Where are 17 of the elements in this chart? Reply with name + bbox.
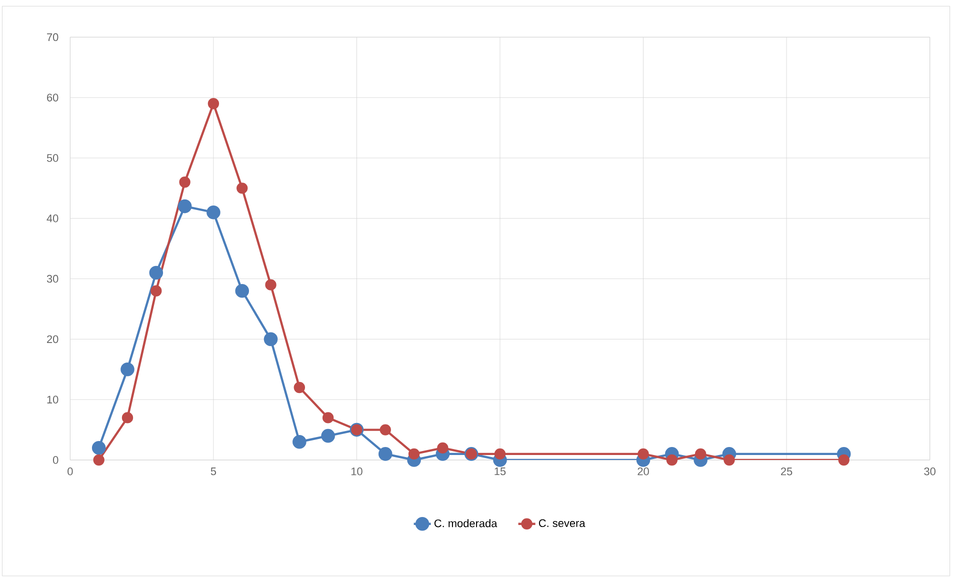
legend-label: C. moderada bbox=[434, 519, 498, 528]
y-tick-label: 40 bbox=[46, 214, 58, 222]
x-tick-label: 10 bbox=[351, 467, 362, 476]
y-tick-label: 60 bbox=[47, 94, 58, 102]
legend-label: C. severa bbox=[538, 519, 586, 527]
x-tick-label: 20 bbox=[638, 467, 649, 476]
x-tick-label: 25 bbox=[781, 467, 792, 476]
y-tick-label: 0 bbox=[52, 456, 58, 464]
x-tick-label: 15 bbox=[494, 467, 506, 476]
x-tick-label: 0 bbox=[68, 467, 73, 476]
y-tick-label: 30 bbox=[46, 274, 58, 283]
y-tick-label: 20 bbox=[47, 335, 58, 344]
x-tick-label: 30 bbox=[924, 467, 936, 476]
y-tick-label: 50 bbox=[46, 154, 58, 162]
y-tick-label: 70 bbox=[47, 33, 58, 41]
y-tick-label: 10 bbox=[47, 396, 58, 404]
x-tick-label: 5 bbox=[210, 467, 216, 476]
